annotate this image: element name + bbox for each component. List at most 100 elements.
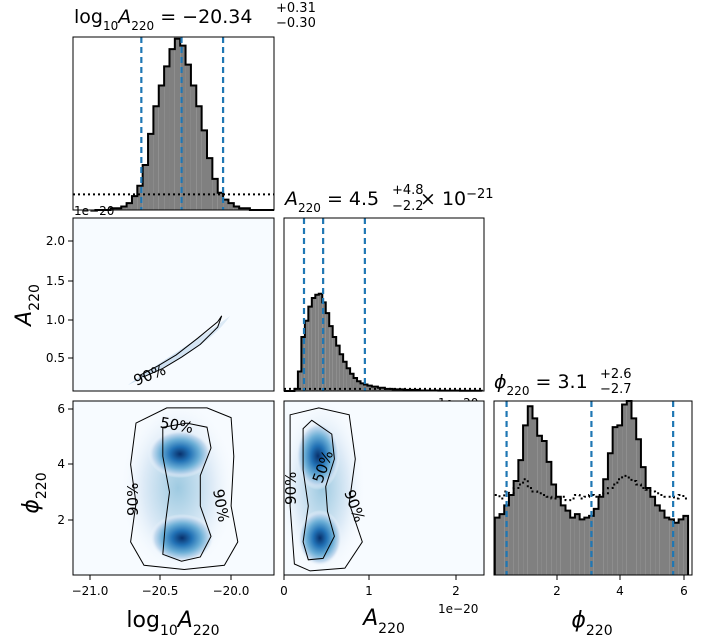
hist-logA-outline — [94, 37, 274, 211]
A-x-tick-2: 2 — [452, 584, 460, 598]
hist-phi-bar — [565, 510, 571, 575]
xlabel-phi: ϕ220 — [571, 608, 612, 639]
hist-phi-bar — [636, 439, 641, 575]
hist-A-bar — [339, 354, 344, 391]
hist-logA-bar — [228, 203, 234, 210]
hist-phi-bar — [584, 517, 590, 575]
phi-x-tick-1: 4 — [616, 584, 624, 598]
hist-phi-bar — [645, 488, 651, 575]
hist-logA-bar — [196, 106, 202, 210]
panel-phi-vs-logA: 50% 90% 90% 2 4 6 −21.0 −20.5 −20.0 ϕ220… — [19, 400, 275, 639]
hist-A-bar — [384, 388, 393, 391]
hist-logA-bar — [174, 38, 181, 211]
hist-logA-bar — [201, 130, 207, 210]
panel-phi-vs-A: 50% 90% 90% 0 1 2 1e−20 A220 — [280, 400, 485, 637]
hist-phi-bar — [650, 496, 656, 575]
hist-logA-bar — [169, 49, 175, 210]
hist-phi-prior — [494, 474, 689, 502]
hist-A-bar — [364, 384, 368, 391]
hist-logA-bar — [190, 85, 197, 210]
hist-A-bar — [343, 361, 347, 391]
hist-phi-bar — [556, 496, 561, 575]
hist-phi-bar — [551, 484, 557, 575]
contour-90-phi-logA — [130, 407, 239, 571]
ylabel-phi: ϕ220 — [19, 472, 50, 513]
hist-phi-bar — [631, 418, 637, 575]
A-x-tick-0: 0 — [280, 584, 288, 598]
title-phi-plus: +2.6 — [600, 367, 632, 382]
hist-phi-bar — [678, 519, 684, 575]
hist-phi-bar — [607, 453, 613, 575]
hist-A-bar — [353, 378, 358, 391]
title-A-plus: +4.8 — [392, 183, 424, 198]
A-y-tick-3: 2.0 — [46, 234, 65, 248]
hist-phi-bar — [617, 425, 623, 575]
panel-A-vs-logA-frame — [72, 217, 275, 392]
hist-A-bar — [332, 336, 337, 391]
hist-phi-bar — [612, 427, 618, 575]
hist-A-bar — [318, 293, 323, 391]
panel-diag-phi: 2 4 6 ϕ220 ϕ220 = 3.1 +2.6 −2.7 — [493, 367, 693, 639]
hist-A-bar — [315, 294, 319, 391]
hist-phi-bar — [626, 401, 632, 575]
hist-phi-bar — [508, 494, 514, 575]
phi-y-tick-2: 6 — [57, 402, 65, 416]
hist-phi-bar — [504, 505, 509, 575]
hist-A-bar — [294, 388, 298, 391]
phi-x-ticks: 2 4 6 — [553, 575, 688, 598]
contour-90-phi-A — [289, 407, 363, 572]
panel-diag-A: 1e−20 A220 = 4.5 +4.8 −2.2 × 10−21 — [283, 183, 494, 410]
contour-label-90-left-phi-A: 90% — [282, 472, 300, 505]
A-y-tick-2: 1.5 — [46, 274, 65, 288]
title-phi: ϕ220 = 3.1 — [494, 371, 588, 398]
phi-x-tick-2: 6 — [680, 584, 688, 598]
hist-phi-bar — [499, 514, 505, 575]
hist-logA-bar — [233, 206, 240, 210]
hist-logA-bar — [126, 203, 132, 210]
density-mode-upper-phi-logA — [148, 430, 212, 478]
panel-diag-phi-frame — [493, 400, 693, 576]
A-x-ticks: 0 1 2 — [280, 575, 460, 598]
contour-50-phi-logA — [162, 422, 212, 562]
logA-x-tick-2: −20.0 — [213, 584, 250, 598]
hist-A-bar — [304, 320, 309, 391]
contour-label-90-right-phi-logA: 90% — [209, 488, 233, 524]
hist-A-bar — [357, 381, 361, 391]
hist-phi-bar — [669, 519, 674, 575]
hist-logA-bar — [185, 64, 191, 211]
hist-A-bar — [350, 373, 354, 391]
phi-y-tick-1: 4 — [57, 457, 65, 471]
title-A: A220 = 4.5 — [283, 188, 379, 215]
hist-phi-bar — [574, 514, 580, 575]
hist-phi-bar — [640, 467, 646, 575]
hist-logA-bar — [131, 196, 138, 210]
hist-logA-bar — [164, 66, 170, 210]
hist-A-bar — [377, 387, 385, 391]
title-logA-plus: +0.31 — [276, 1, 316, 16]
hist-phi-bar — [593, 508, 599, 575]
A-y-ticks: 0.5 1.0 1.5 2.0 — [46, 234, 73, 365]
hist-A-bar — [325, 313, 330, 391]
hist-phi-bar — [622, 404, 627, 575]
hist-logA-bars — [73, 37, 274, 211]
panel-A-vs-logA: 90% 0.5 1.0 1.5 2.0 A220 — [12, 217, 275, 392]
hist-phi-bar — [683, 515, 689, 575]
hist-phi-bar — [659, 510, 665, 575]
hist-logA-bar — [180, 45, 186, 211]
title-logA: log10A220 = −20.34 — [74, 6, 252, 33]
xlabel-logA: log10A220 — [126, 608, 219, 639]
contour-50-phi-A — [302, 419, 335, 561]
hist-phi-bar — [494, 517, 500, 575]
title-phi-minus: −2.7 — [600, 382, 632, 397]
panel-diag-A-frame — [283, 217, 485, 392]
offset-text-logA: 1e−20 — [74, 204, 114, 218]
phi-y-tick-0: 2 — [57, 513, 65, 527]
hist-phi-bar — [598, 496, 604, 575]
phi-x-tick-0: 2 — [553, 584, 561, 598]
density-bg-A-logA — [73, 218, 274, 391]
hist-phi-bar — [673, 522, 679, 575]
hist-A-bar — [297, 371, 302, 391]
hist-phi-bar — [532, 418, 538, 575]
hist-phi-bar — [537, 435, 542, 575]
